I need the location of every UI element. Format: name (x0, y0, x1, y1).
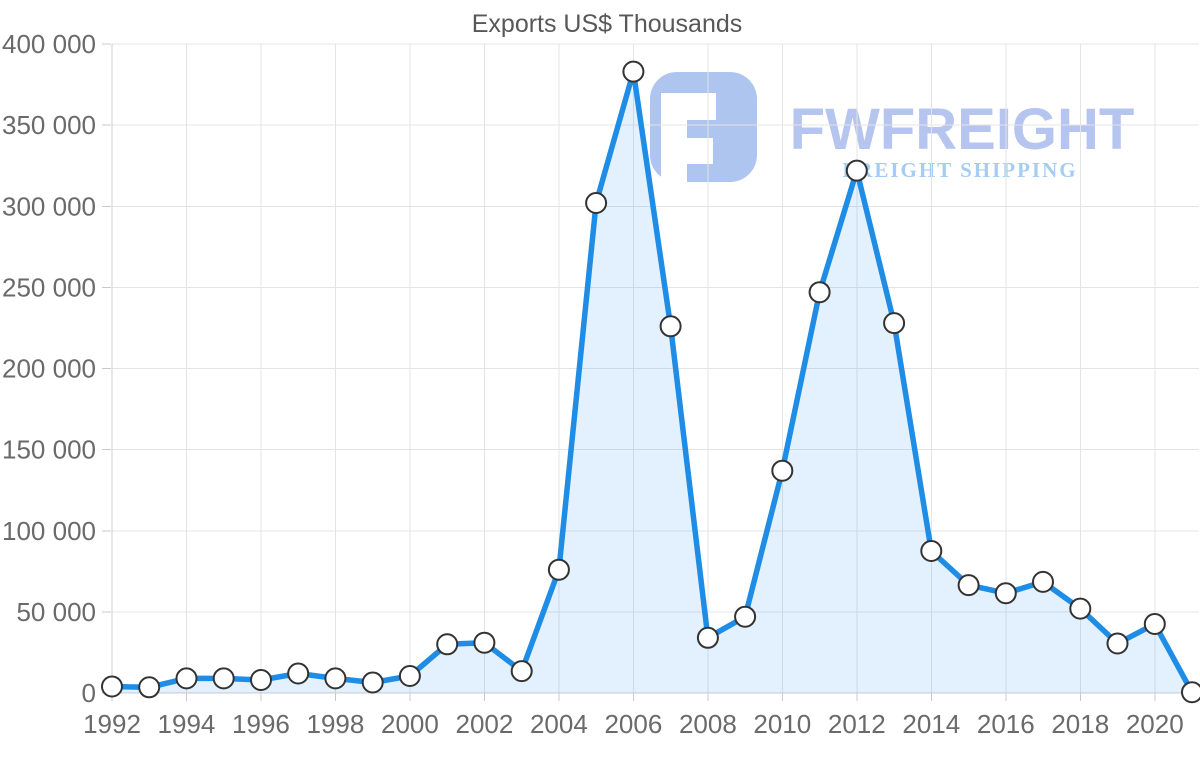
data-point-2011[interactable] (808, 281, 831, 304)
data-point-2020[interactable] (1143, 613, 1166, 635)
data-point-1992[interactable] (101, 675, 123, 698)
data-point-2000[interactable] (398, 665, 421, 687)
x-axis-label: 1992 (83, 709, 141, 739)
y-axis-label: 350 000 (2, 110, 96, 140)
data-point-2012[interactable] (845, 159, 868, 182)
x-axis-label: 2008 (679, 709, 737, 739)
plot-area: 1992 1994 1996 1998 2000 2002 2004 2006 2008 2010… (2, 29, 1200, 739)
data-point-2021[interactable] (1181, 681, 1200, 704)
data-point-2017[interactable] (1032, 570, 1054, 593)
logo-f-stem (661, 93, 687, 182)
data-point-2003[interactable] (510, 660, 533, 683)
data-point-2016[interactable] (994, 582, 1017, 605)
watermark-brand-text: FWFREIGHT (790, 97, 1135, 162)
data-point-2014[interactable] (920, 540, 943, 562)
data-point-1999[interactable] (361, 671, 384, 694)
data-point-2007[interactable] (659, 315, 682, 338)
data-point-2009[interactable] (734, 605, 757, 628)
y-axis-label: 250 000 (2, 272, 96, 302)
y-axis-label: 0 (82, 678, 96, 708)
data-point-2004[interactable] (547, 558, 570, 581)
logo-f-top-arm (687, 93, 716, 120)
x-axis-label: 2018 (1051, 709, 1109, 739)
y-axis-label: 50 000 (16, 597, 96, 627)
x-axis-label: 1994 (158, 709, 216, 739)
y-axis-label: 200 000 (2, 354, 96, 384)
data-point-1996[interactable] (250, 669, 272, 691)
x-axis-label: 2016 (977, 709, 1035, 739)
data-point-2008[interactable] (696, 626, 719, 649)
logo-f-mid-arm (687, 138, 713, 164)
x-axis-label: 2006 (604, 709, 662, 739)
watermark-tagline-text: FREIGHT SHIPPING (842, 158, 1077, 182)
x-axis-label: 2010 (753, 709, 811, 739)
data-point-2018[interactable] (1069, 597, 1092, 620)
y-axis-label: 150 000 (2, 435, 96, 465)
data-point-1993[interactable] (138, 676, 161, 699)
data-point-2006[interactable] (622, 60, 645, 83)
x-axis-label: 2020 (1126, 709, 1184, 739)
data-point-2015[interactable] (957, 574, 980, 597)
chart-title: Exports US$ Thousands (472, 10, 743, 38)
data-point-2002[interactable] (473, 631, 496, 654)
data-point-2013[interactable] (883, 312, 906, 335)
x-axis-label: 2000 (381, 709, 439, 739)
y-axis-label: 400 000 (2, 29, 96, 59)
data-point-1995[interactable] (212, 667, 235, 690)
series-area-fill (112, 71, 1192, 694)
data-point-2005[interactable] (585, 192, 608, 214)
fwfreight-watermark: FWFREIGHT FREIGHT SHIPPING (650, 72, 1134, 182)
data-point-2001[interactable] (436, 633, 459, 656)
x-axis-label: 2012 (828, 709, 886, 739)
x-axis-label: 1998 (307, 709, 365, 739)
x-axis-label: 2014 (902, 709, 960, 739)
y-axis-label: 300 000 (2, 191, 96, 221)
x-axis-label: 2004 (530, 709, 588, 739)
data-point-2010[interactable] (771, 459, 794, 482)
x-axis-label: 2002 (455, 709, 513, 739)
data-point-2019[interactable] (1106, 632, 1129, 655)
data-point-1994[interactable] (175, 667, 198, 690)
y-axis-label: 100 000 (2, 516, 96, 546)
data-point-1997[interactable] (287, 662, 310, 685)
data-point-1998[interactable] (324, 667, 347, 690)
x-axis-label: 1996 (232, 709, 290, 739)
